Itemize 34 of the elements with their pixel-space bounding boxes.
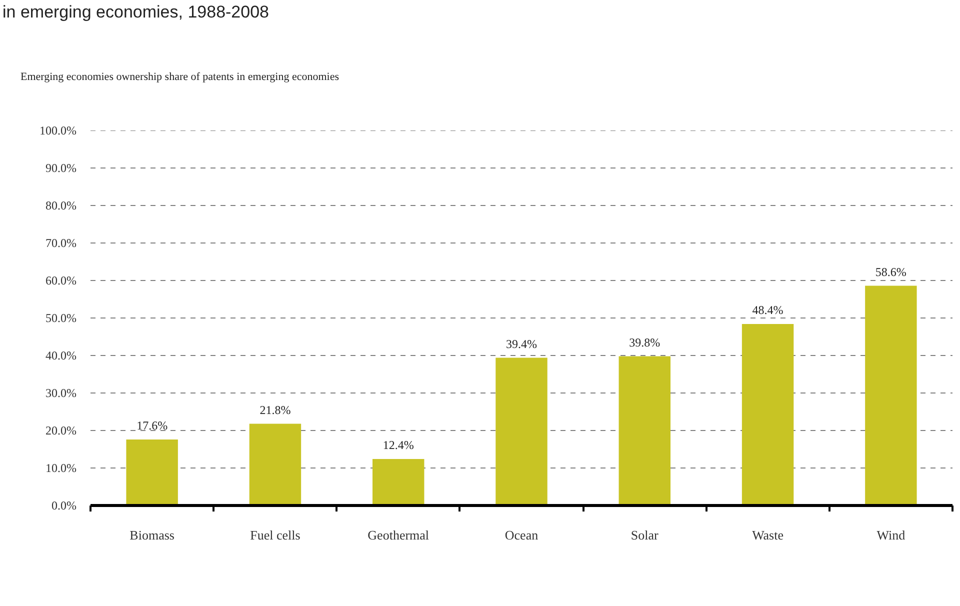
- data-label: 58.6%: [875, 264, 906, 279]
- y-tick-label: 50.0%: [46, 311, 77, 325]
- x-tick-label: Biomass: [130, 528, 174, 542]
- chart-subtitle: Emerging economies ownership share of patents in emerging economies: [20, 71, 340, 83]
- chart-title: in emerging economies, 1988-2008: [2, 2, 270, 22]
- x-tick-label: Wind: [876, 528, 906, 542]
- y-tick-label: 10.0%: [46, 461, 77, 475]
- y-tick-label: 60.0%: [46, 274, 77, 288]
- y-tick-label: 40.0%: [46, 348, 77, 362]
- bar: [496, 358, 548, 506]
- bar: [126, 440, 178, 506]
- x-tick-label: Ocean: [504, 528, 539, 542]
- y-tick-label: 20.0%: [46, 424, 77, 438]
- bar: [865, 286, 917, 506]
- bar: [372, 459, 424, 506]
- bar: [742, 324, 794, 506]
- y-tick-label: 90.0%: [46, 161, 77, 175]
- x-tick-label: Waste: [752, 528, 784, 542]
- y-tick-label: 0.0%: [52, 498, 77, 512]
- x-tick-label: Fuel cells: [250, 528, 300, 542]
- bar: [249, 424, 302, 506]
- x-tick-label: Geothermal: [368, 528, 430, 542]
- y-tick-label: 80.0%: [46, 198, 77, 212]
- data-label: 48.4%: [752, 303, 784, 317]
- y-tick-label: 30.0%: [46, 386, 77, 400]
- data-label: 17.6%: [136, 418, 168, 432]
- data-label: 12.4%: [382, 438, 414, 452]
- data-label: 39.8%: [629, 335, 660, 350]
- y-tick-label: 70.0%: [46, 236, 77, 250]
- y-tick-label: 100.0%: [40, 124, 77, 138]
- x-tick-label: Solar: [630, 528, 660, 542]
- data-label: 21.8%: [260, 402, 291, 417]
- bar: [618, 356, 671, 506]
- data-label: 39.4%: [506, 336, 537, 351]
